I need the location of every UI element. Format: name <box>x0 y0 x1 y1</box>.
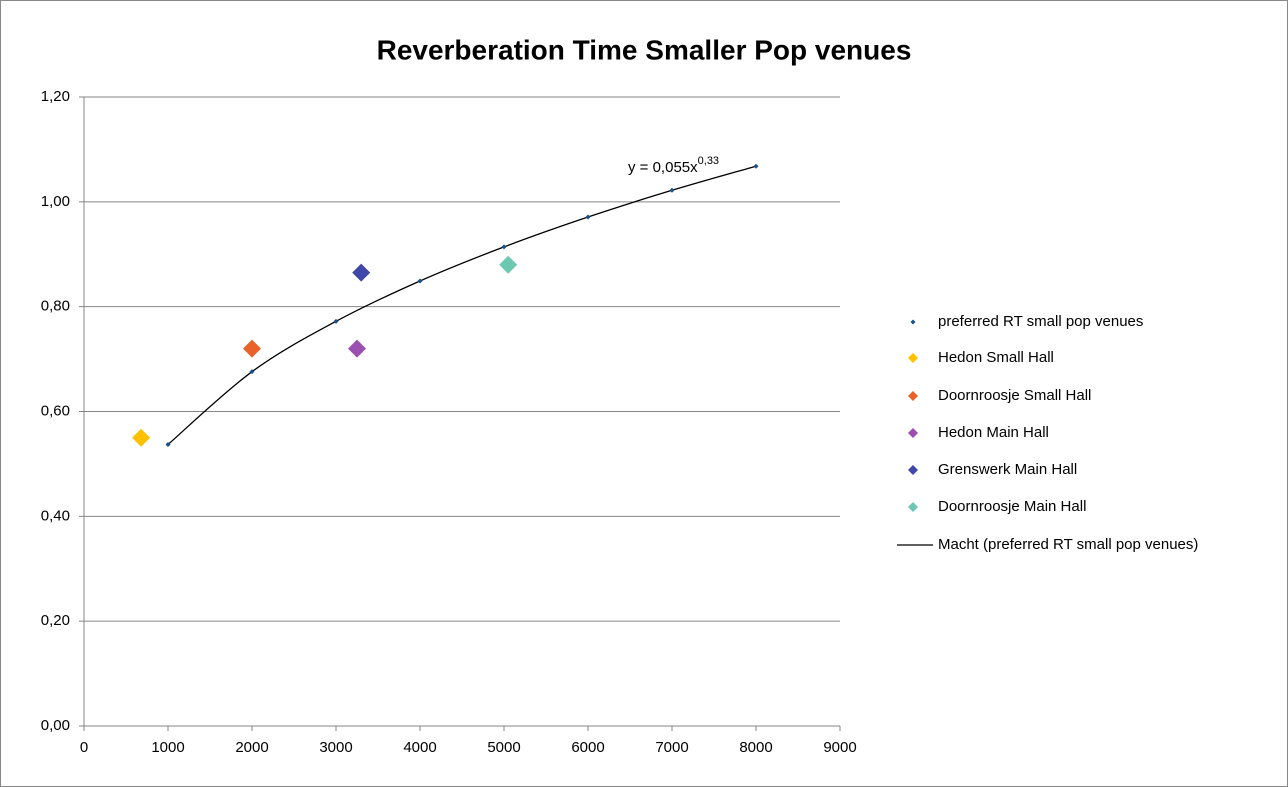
x-tick-label: 5000 <box>487 739 520 756</box>
x-tick-label: 6000 <box>571 739 604 756</box>
diamond-marker <box>499 255 518 274</box>
legend-marker <box>910 319 916 325</box>
equation-exponent: 0,33 <box>698 155 719 167</box>
trendline-equation: y = 0,055x0,33 <box>628 155 719 176</box>
legend-label: Hedon Small Hall <box>938 349 1054 366</box>
x-tick-label: 7000 <box>655 739 688 756</box>
diamond-marker <box>348 339 366 358</box>
x-tick-label: 8000 <box>739 739 772 756</box>
legend-label: Doornroosje Main Hall <box>938 498 1086 515</box>
dot-marker <box>333 318 339 324</box>
equation-text: y = 0,055x <box>628 159 698 176</box>
diamond-marker <box>352 263 371 282</box>
diamond-marker <box>132 428 151 447</box>
legend-marker <box>908 465 918 475</box>
y-tick-label: 0,80 <box>41 298 70 315</box>
dot-marker <box>417 278 423 284</box>
legend-label: Doornroosje Small Hall <box>938 387 1091 404</box>
x-tick-label: 9000 <box>823 739 856 756</box>
dot-marker <box>669 187 675 193</box>
legend-label: Hedon Main Hall <box>938 424 1049 441</box>
legend-label: Grenswerk Main Hall <box>938 461 1077 478</box>
y-tick-label: 1,00 <box>41 193 70 210</box>
dot-marker <box>501 244 507 250</box>
y-tick-label: 1,20 <box>41 88 70 105</box>
x-tick-label: 4000 <box>403 739 436 756</box>
x-tick-label: 1000 <box>151 739 184 756</box>
y-tick-label: 0,40 <box>41 507 70 524</box>
legend-marker <box>908 502 918 512</box>
y-tick-label: 0,60 <box>41 402 70 419</box>
legend-marker <box>908 428 918 438</box>
x-tick-label: 0 <box>80 739 88 756</box>
legend-marker <box>908 391 918 401</box>
diamond-marker <box>243 339 261 358</box>
chart-title: Reverberation Time Smaller Pop venues <box>377 34 912 65</box>
x-tick-label: 3000 <box>319 739 352 756</box>
y-tick-label: 0,20 <box>41 612 70 629</box>
dot-marker <box>165 442 171 448</box>
x-tick-label: 2000 <box>235 739 268 756</box>
dot-marker <box>753 163 759 169</box>
legend-label: preferred RT small pop venues <box>938 313 1143 330</box>
legend-marker <box>908 353 918 363</box>
trendline <box>167 165 757 446</box>
legend-label: Macht (preferred RT small pop venues) <box>938 536 1198 553</box>
dot-marker <box>249 369 255 375</box>
y-tick-label: 0,00 <box>41 717 70 734</box>
dot-marker <box>585 214 591 220</box>
